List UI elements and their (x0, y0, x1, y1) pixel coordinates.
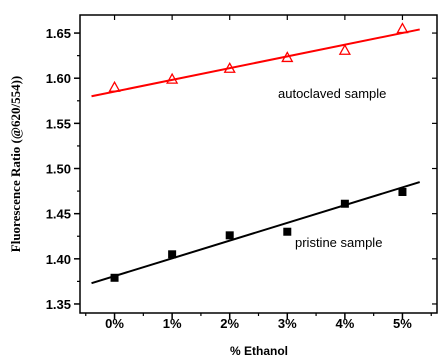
plot-frame (79, 14, 438, 314)
data-point-triangle (338, 43, 351, 55)
x-tick-label: 5% (393, 316, 412, 331)
plot-area (79, 14, 438, 314)
y-tick-label: 1.40 (46, 252, 71, 267)
data-point-triangle (281, 51, 294, 63)
y-tick-label: 1.50 (46, 162, 71, 177)
data-point-square (283, 227, 292, 236)
fit-lines (91, 28, 421, 285)
data-point-square (340, 199, 349, 208)
y-tick-label: 1.45 (46, 207, 71, 222)
y-tick-label: 1.65 (46, 26, 71, 41)
x-axis-title: % Ethanol (230, 344, 288, 358)
series-label-autoclaved: autoclaved sample (278, 86, 386, 101)
x-tick-label: 3% (278, 316, 297, 331)
markers (108, 22, 409, 282)
data-point-square (168, 250, 177, 259)
x-axis: 0% 1% 2% 3% 4% 5% (85, 15, 432, 331)
x-tick-label: 2% (220, 316, 239, 331)
fit-line-series-1 (91, 181, 421, 285)
y-axis: 1.35 1.40 1.45 1.50 1.55 1.60 1.65 (46, 26, 437, 312)
y-tick-label: 1.55 (46, 116, 71, 131)
y-axis-title: Fluorescence Ratio (@620/554)) (8, 76, 23, 252)
x-tick-label: 1% (163, 316, 182, 331)
data-point-square (398, 187, 407, 196)
data-point-triangle (223, 61, 236, 73)
fit-line-series-0 (91, 28, 420, 98)
data-point-square (110, 273, 119, 282)
y-tick-label: 1.60 (46, 71, 71, 86)
x-tick-label: 4% (335, 316, 354, 331)
data-point-triangle (108, 80, 121, 92)
y-tick-label: 1.35 (46, 297, 71, 312)
x-tick-label: 0% (105, 316, 124, 331)
data-point-triangle (396, 22, 409, 34)
series-label-pristine: pristine sample (295, 235, 382, 250)
data-point-square (225, 231, 234, 240)
data-point-triangle (166, 72, 179, 84)
